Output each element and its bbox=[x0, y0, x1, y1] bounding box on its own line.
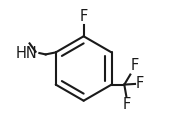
Text: F: F bbox=[80, 9, 88, 24]
Text: F: F bbox=[135, 76, 144, 91]
Text: HN: HN bbox=[15, 46, 37, 61]
Text: F: F bbox=[122, 97, 130, 112]
Text: F: F bbox=[131, 58, 139, 73]
